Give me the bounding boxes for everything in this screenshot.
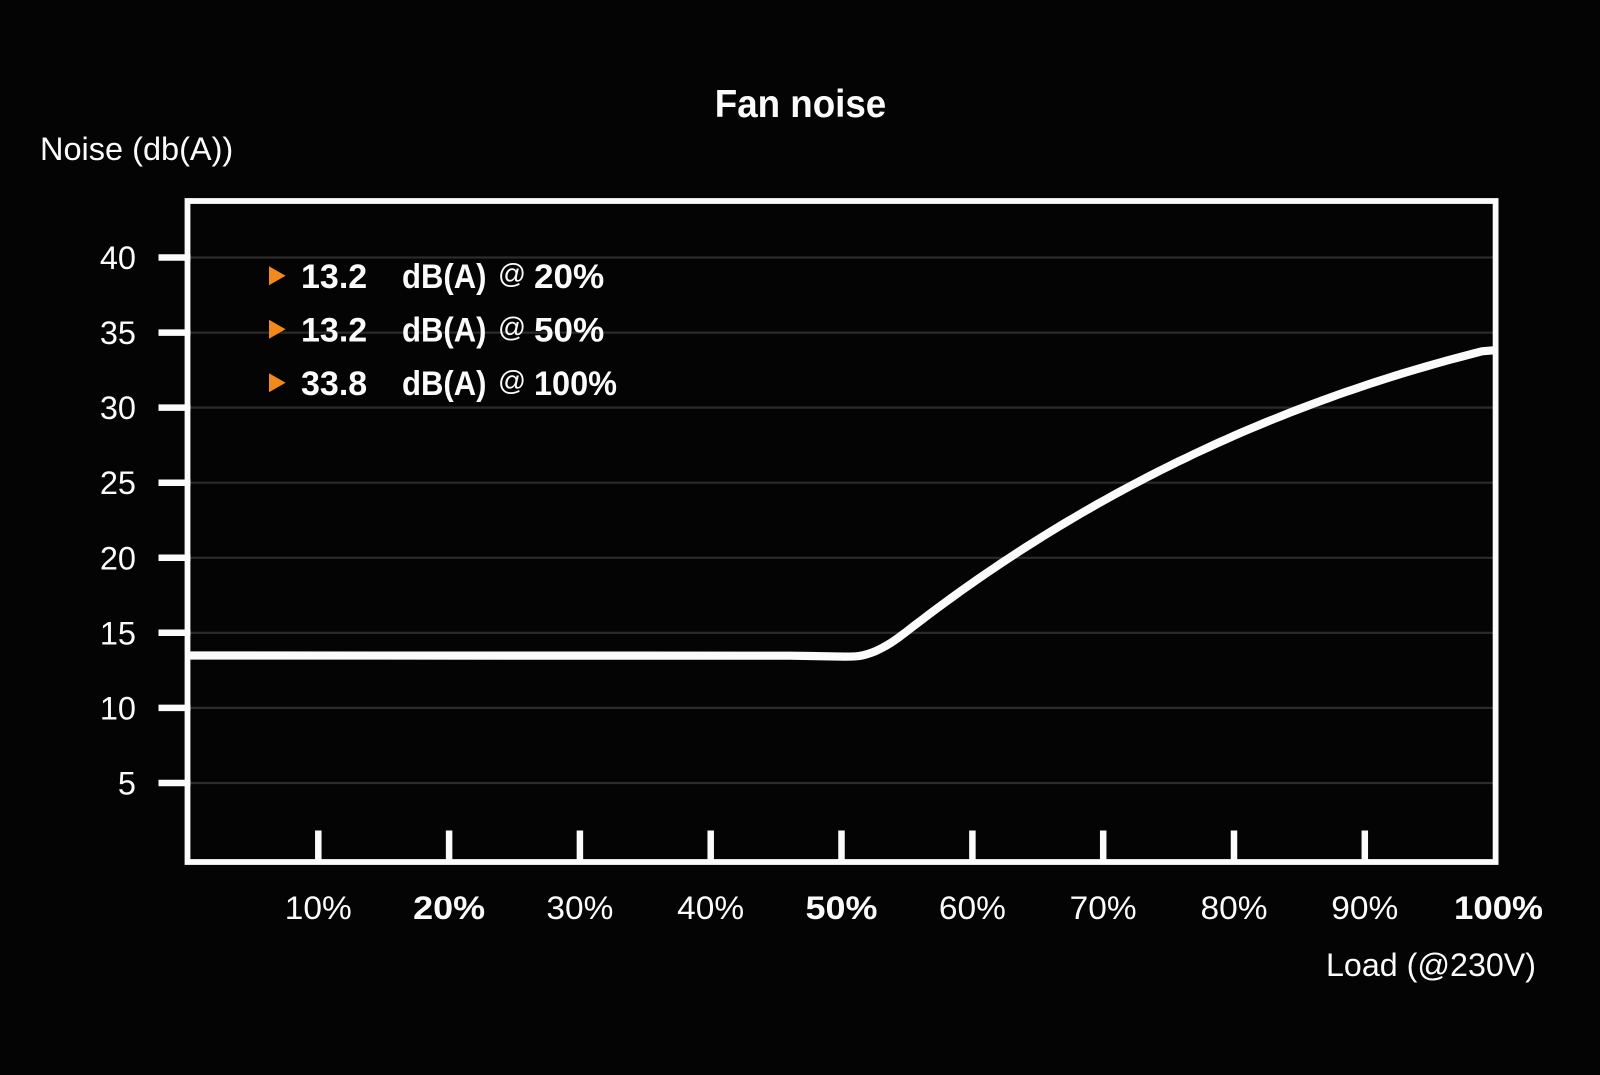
svg-text:30: 30 xyxy=(100,390,136,426)
svg-text:40%: 40% xyxy=(677,890,744,926)
svg-text:Fan noise: Fan noise xyxy=(715,83,887,126)
svg-text:@: @ xyxy=(498,312,526,343)
svg-text:40: 40 xyxy=(100,240,136,276)
svg-text:60%: 60% xyxy=(939,890,1006,926)
svg-text:10%: 10% xyxy=(285,890,352,926)
svg-text:15: 15 xyxy=(100,615,136,651)
svg-text:Noise (db(A)): Noise (db(A)) xyxy=(40,131,233,167)
svg-text:35: 35 xyxy=(100,315,136,351)
svg-text:dB(A): dB(A) xyxy=(402,365,487,403)
svg-text:dB(A): dB(A) xyxy=(402,312,487,350)
svg-text:20%: 20% xyxy=(534,258,604,296)
svg-text:33.8: 33.8 xyxy=(301,365,367,403)
svg-text:50%: 50% xyxy=(534,312,604,350)
svg-text:100%: 100% xyxy=(1454,890,1543,926)
svg-text:90%: 90% xyxy=(1331,890,1398,926)
svg-text:50%: 50% xyxy=(806,890,878,926)
svg-text:70%: 70% xyxy=(1070,890,1137,926)
svg-text:80%: 80% xyxy=(1201,890,1268,926)
svg-text:25: 25 xyxy=(100,465,136,501)
svg-text:13.2: 13.2 xyxy=(301,312,367,350)
svg-text:@: @ xyxy=(498,365,526,396)
svg-text:30%: 30% xyxy=(546,890,613,926)
svg-text:20%: 20% xyxy=(413,890,485,926)
svg-text:5: 5 xyxy=(118,766,136,802)
svg-text:20: 20 xyxy=(100,540,136,576)
svg-text:dB(A): dB(A) xyxy=(402,258,487,296)
svg-text:@: @ xyxy=(498,258,526,289)
svg-text:Load (@230V): Load (@230V) xyxy=(1326,947,1536,983)
svg-text:10: 10 xyxy=(100,690,136,726)
svg-text:13.2: 13.2 xyxy=(301,258,367,296)
svg-text:100%: 100% xyxy=(534,365,617,403)
